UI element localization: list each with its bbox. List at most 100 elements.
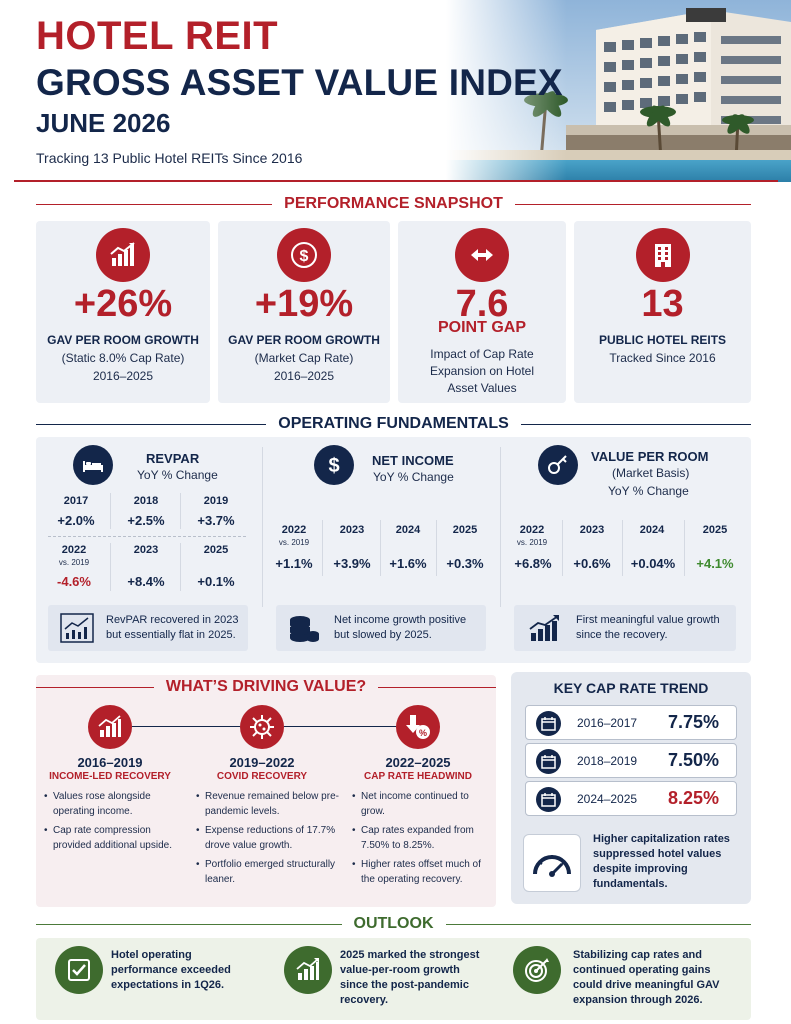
cap-rate-period: 2016–2017 xyxy=(577,716,638,730)
snapshot-card-reits: 13 PUBLIC HOTEL REITS Tracked Since 2016 xyxy=(574,221,751,403)
revpar-value: -4.6% xyxy=(57,574,91,589)
target-icon xyxy=(513,946,561,994)
heading-rule xyxy=(378,686,497,688)
outlook-panel xyxy=(36,938,751,1020)
snapshot-value: +19% xyxy=(254,283,354,325)
value-per-room-value: +6.8% xyxy=(514,556,552,571)
value-per-room-subtitle: (Market Basis) xyxy=(612,466,690,480)
cap-rate-row: 2024–2025 8.25% xyxy=(525,781,737,816)
snapshot-desc: Impact of Cap Rate xyxy=(430,347,534,361)
value-per-room-title: VALUE PER ROOM xyxy=(591,449,709,464)
heading-rule xyxy=(36,686,154,688)
cell-divider xyxy=(562,520,563,576)
revpar-value: +2.5% xyxy=(127,513,165,528)
net-income-value: +1.1% xyxy=(275,556,313,571)
outlook-text: Stabilizing cap rates and continued oper… xyxy=(573,949,720,1006)
net-income-year: 2025 xyxy=(452,524,478,536)
driving-heading: WHAT’S DRIVING VALUE? xyxy=(36,677,497,697)
snapshot-heading: PERFORMANCE SNAPSHOT xyxy=(36,194,751,214)
dollar-icon: $ xyxy=(314,445,354,485)
header: HOTEL REIT GROSS ASSET VALUE INDEX JUNE … xyxy=(0,0,791,182)
dollar-coin-icon: $ xyxy=(277,228,331,282)
operating-heading: OPERATING FUNDAMENTALS xyxy=(36,414,752,434)
calendar-icon xyxy=(536,711,561,736)
svg-text:%: % xyxy=(419,728,427,738)
net-income-value: +3.9% xyxy=(333,556,371,571)
value-per-room-note: First meaningful value growth since the … xyxy=(576,614,720,641)
phase-name: CAP RATE HEADWIND xyxy=(364,771,472,782)
growth-chart-icon xyxy=(284,946,332,994)
title-date: JUNE 2026 xyxy=(36,108,171,138)
snapshot-desc: Expansion on Hotel xyxy=(429,364,535,378)
net-income-year: 2023 xyxy=(339,524,365,536)
calendar-icon xyxy=(536,749,561,774)
phase-bullets: Net income continued to grow. Cap rates … xyxy=(352,789,492,891)
header-divider xyxy=(14,180,778,182)
cell-divider xyxy=(110,543,111,591)
snapshot-desc: 2016–2025 xyxy=(273,369,335,383)
snapshot-value: +26% xyxy=(73,283,173,325)
title-line-2: GROSS ASSET VALUE INDEX xyxy=(36,62,563,103)
calendar-icon xyxy=(536,787,561,812)
checkbox-icon xyxy=(55,946,103,994)
snapshot-value: 13 xyxy=(641,283,684,325)
heading-rule xyxy=(36,423,267,425)
heading-rule xyxy=(445,923,751,925)
phase-bullets: Values rose alongside operating income. … xyxy=(44,789,188,857)
snapshot-heading-text: PERFORMANCE SNAPSHOT xyxy=(284,195,503,212)
snapshot-sub: POINT GAP xyxy=(437,319,526,336)
list-item: Cap rate compression provided additional… xyxy=(44,823,188,853)
value-per-room-year: 2024 xyxy=(639,524,665,536)
outlook-heading: OUTLOOK xyxy=(36,914,751,934)
revpar-year: 2023 xyxy=(133,544,159,556)
snapshot-label: GAV PER ROOM GROWTH xyxy=(47,333,199,347)
svg-text:$: $ xyxy=(300,248,309,265)
phase-name: INCOME-LED RECOVERY xyxy=(49,771,171,782)
cap-rate-value: 7.50% xyxy=(668,750,720,770)
bar-chart-up-icon xyxy=(96,228,150,282)
phase-name: COVID RECOVERY xyxy=(216,771,308,782)
timeline-connector xyxy=(284,726,396,727)
snapshot-desc: Asset Values xyxy=(447,381,517,395)
revpar-value: +3.7% xyxy=(197,513,235,528)
outlook-heading-text: OUTLOOK xyxy=(353,915,434,932)
net-income-year: 2024 xyxy=(395,524,421,536)
cap-rate-row: 2018–2019 7.50% xyxy=(525,743,737,778)
list-item: Net income continued to grow. xyxy=(352,789,492,819)
cap-rate-title: KEY CAP RATE TREND xyxy=(553,680,709,696)
list-item: Values rose alongside operating income. xyxy=(44,789,188,819)
cap-rate-row: 2016–2017 7.75% xyxy=(525,705,737,740)
revpar-year: 2019 xyxy=(203,495,229,507)
net-income-note-box: Net income growth positive but slowed by… xyxy=(276,605,486,651)
double-arrow-icon xyxy=(455,228,509,282)
growth-bars-icon xyxy=(529,615,559,641)
snapshot-value: 7.6 xyxy=(455,283,509,325)
heading-rule xyxy=(520,423,752,425)
net-income-note: Net income growth positive but slowed by… xyxy=(334,614,467,641)
header-subtitle: Tracking 13 Public Hotel REITs Since 201… xyxy=(36,150,303,166)
revpar-year: 2017 xyxy=(63,495,89,507)
snapshot-label: GAV PER ROOM GROWTH xyxy=(228,333,380,347)
value-per-room-value: +4.1% xyxy=(696,556,734,571)
cell-divider xyxy=(436,520,437,576)
cell-divider xyxy=(380,520,381,576)
bar-chart-up-icon xyxy=(88,705,132,749)
driving-heading-text: WHAT’S DRIVING VALUE? xyxy=(165,678,367,695)
revpar-value: +8.4% xyxy=(127,574,165,589)
revpar-year-note: vs. 2019 xyxy=(58,558,90,567)
list-item: Higher rates offset much of the operatin… xyxy=(352,857,492,887)
coins-icon xyxy=(290,616,319,642)
snapshot-card-gav-static: +26% GAV PER ROOM GROWTH (Static 8.0% Ca… xyxy=(36,221,210,403)
heading-rule xyxy=(36,923,342,925)
cell-divider xyxy=(684,520,685,576)
cap-rate-note: Higher capitalization rates suppressed h… xyxy=(593,833,730,890)
list-item: Cap rates expanded from 7.50% to 8.25%. xyxy=(352,823,492,853)
cap-rate-value: 7.75% xyxy=(668,712,720,732)
revpar-year: 2025 xyxy=(203,544,229,556)
revpar-year: 2018 xyxy=(133,495,159,507)
value-per-room-note-box: First meaningful value growth since the … xyxy=(514,605,736,651)
title-line-1: HOTEL REIT xyxy=(36,14,279,58)
cell-divider xyxy=(180,543,181,591)
list-item: Revenue remained below pre-pandemic leve… xyxy=(196,789,344,819)
snapshot-desc: (Market Cap Rate) xyxy=(254,351,354,365)
